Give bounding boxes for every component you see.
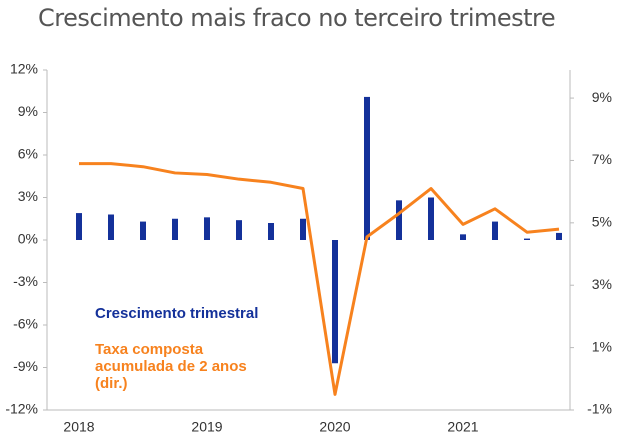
y-tick-label: 0% <box>18 231 38 247</box>
x-tick-label: 2020 <box>319 419 350 435</box>
y2-tick-label: 9% <box>592 89 612 105</box>
y2-tick-label: -1% <box>587 401 612 417</box>
y2-tick-label: 5% <box>592 214 612 230</box>
x-tick-label: 2018 <box>63 419 94 435</box>
y-tick-label: 9% <box>18 103 38 119</box>
bar <box>332 240 338 364</box>
bar <box>140 221 146 240</box>
y-tick-label: 6% <box>18 146 38 162</box>
bar <box>300 218 306 240</box>
bar <box>428 197 434 240</box>
legend-entry: Crescimento trimestral <box>95 305 259 322</box>
x-tick-label: 2019 <box>191 419 222 435</box>
y-tick-label: 12% <box>10 61 38 77</box>
bar <box>396 200 402 240</box>
x-tick-label: 2021 <box>447 419 478 435</box>
legend-entry: Taxa composta acumulada de 2 anos (dir.) <box>95 341 247 392</box>
bar <box>556 232 562 240</box>
bar <box>76 213 82 240</box>
y-tick-label: 3% <box>18 188 38 204</box>
y-tick-label: -3% <box>13 273 38 289</box>
y2-tick-label: 7% <box>592 151 612 167</box>
bar <box>524 238 530 240</box>
y2-tick-label: 3% <box>592 276 612 292</box>
y-tick-label: -12% <box>5 401 38 417</box>
line <box>79 162 560 396</box>
y-tick-label: -6% <box>13 316 38 332</box>
chart-title: Crescimento mais fraco no terceiro trime… <box>38 4 556 32</box>
bar <box>108 214 114 240</box>
y-tick-label: -9% <box>13 358 38 374</box>
bar <box>236 220 242 240</box>
bar <box>172 218 178 240</box>
bar <box>204 217 210 240</box>
bar <box>460 234 466 240</box>
bar <box>492 221 498 240</box>
y2-tick-label: 1% <box>592 338 612 354</box>
bar <box>268 223 274 240</box>
bar <box>364 96 370 241</box>
